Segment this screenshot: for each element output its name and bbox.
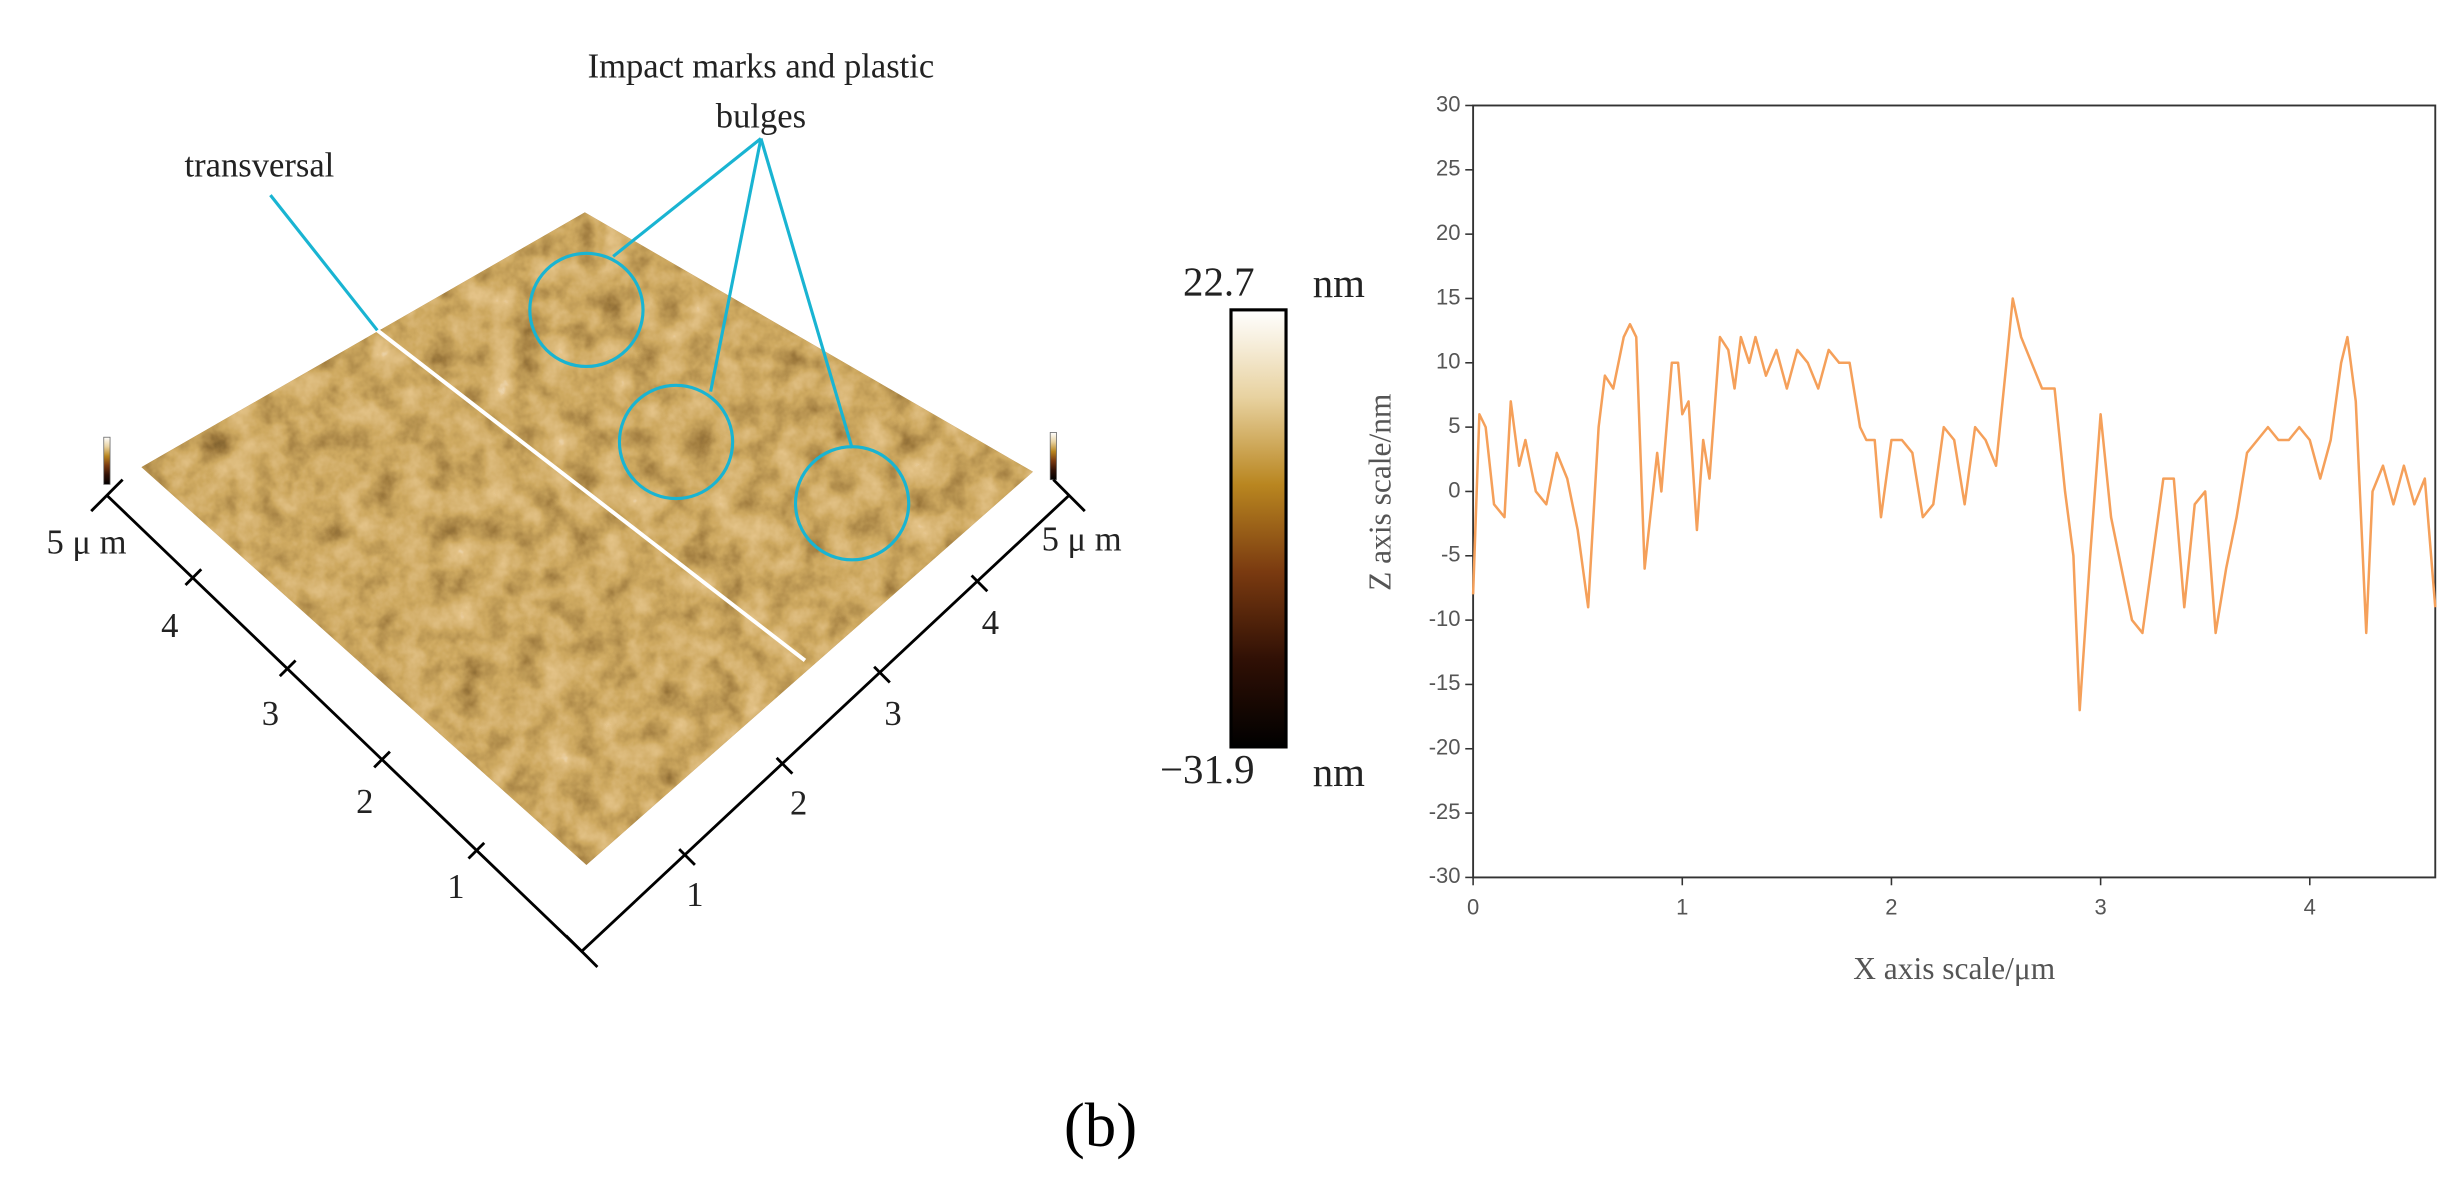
annotation-graphics bbox=[269, 137, 911, 562]
x-axis-label: X axis scale/μm bbox=[1853, 951, 2055, 986]
y-tick-label: 10 bbox=[1436, 349, 1460, 374]
x-tick-label: 4 bbox=[2304, 895, 2316, 920]
axis-tick-label: 1 bbox=[686, 876, 703, 914]
panel-label: (b) bbox=[1064, 1091, 1137, 1161]
y-tick-label: -15 bbox=[1429, 670, 1461, 695]
colorbar-unit: nm bbox=[1313, 261, 1365, 306]
y-tick-label: -30 bbox=[1429, 863, 1461, 888]
y-tick-label: 30 bbox=[1436, 91, 1460, 116]
transversal-line bbox=[376, 328, 807, 663]
surface-axes bbox=[90, 478, 1086, 969]
y-tick-label: -5 bbox=[1441, 542, 1461, 567]
x-tick-label: 0 bbox=[1467, 895, 1479, 920]
axis-tick-label: 5 μ m bbox=[1042, 520, 1122, 558]
annotation: Impact marks and plastic bbox=[588, 47, 935, 85]
plot-frame bbox=[1472, 104, 2437, 879]
y-axis-label: Z axis scale/nm bbox=[1363, 394, 1398, 591]
axis-tick-label: 4 bbox=[161, 607, 178, 645]
colorbar bbox=[1229, 308, 1288, 749]
axis-tick-label: 2 bbox=[790, 785, 807, 823]
afm-surface bbox=[141, 212, 1033, 865]
x-tick-label: 3 bbox=[2094, 895, 2106, 920]
y-tick-label: -25 bbox=[1429, 799, 1461, 824]
axis-tick-label: 3 bbox=[884, 695, 901, 733]
x-tick-label: 1 bbox=[1676, 895, 1688, 920]
annotation: transversal bbox=[185, 146, 335, 184]
panel-label-text: (b) bbox=[1064, 1091, 1137, 1161]
axis-tick-label: 1 bbox=[447, 868, 464, 906]
y-tick-label: 0 bbox=[1448, 477, 1460, 502]
y-tick-label: 15 bbox=[1436, 284, 1460, 309]
axis-tick-label: 3 bbox=[262, 695, 279, 733]
y-tick-label: 25 bbox=[1436, 156, 1460, 181]
y-tick-label: 5 bbox=[1448, 413, 1460, 438]
line-series bbox=[1471, 297, 2437, 712]
axis-tick-label: 4 bbox=[982, 604, 999, 642]
annotation: bulges bbox=[716, 98, 806, 136]
axis-tick-label: 5 μ m bbox=[46, 524, 126, 562]
y-tick-label: 20 bbox=[1436, 220, 1460, 245]
colorbar-unit: nm bbox=[1313, 750, 1365, 795]
y-tick-label: -10 bbox=[1429, 606, 1461, 631]
corner-marker bbox=[1049, 432, 1057, 481]
x-tick-label: 2 bbox=[1885, 895, 1897, 920]
axis-tick-label: 2 bbox=[356, 783, 373, 821]
corner-marker bbox=[103, 436, 111, 485]
colorbar-max: 22.7 bbox=[1183, 260, 1255, 305]
colorbar-min: −31.9 bbox=[1160, 747, 1255, 792]
surface-axis-labels: 1 2 3 4 5 μ m 1 2 3 4 5 μ m bbox=[46, 520, 1121, 913]
y-tick-label: -20 bbox=[1429, 735, 1461, 760]
